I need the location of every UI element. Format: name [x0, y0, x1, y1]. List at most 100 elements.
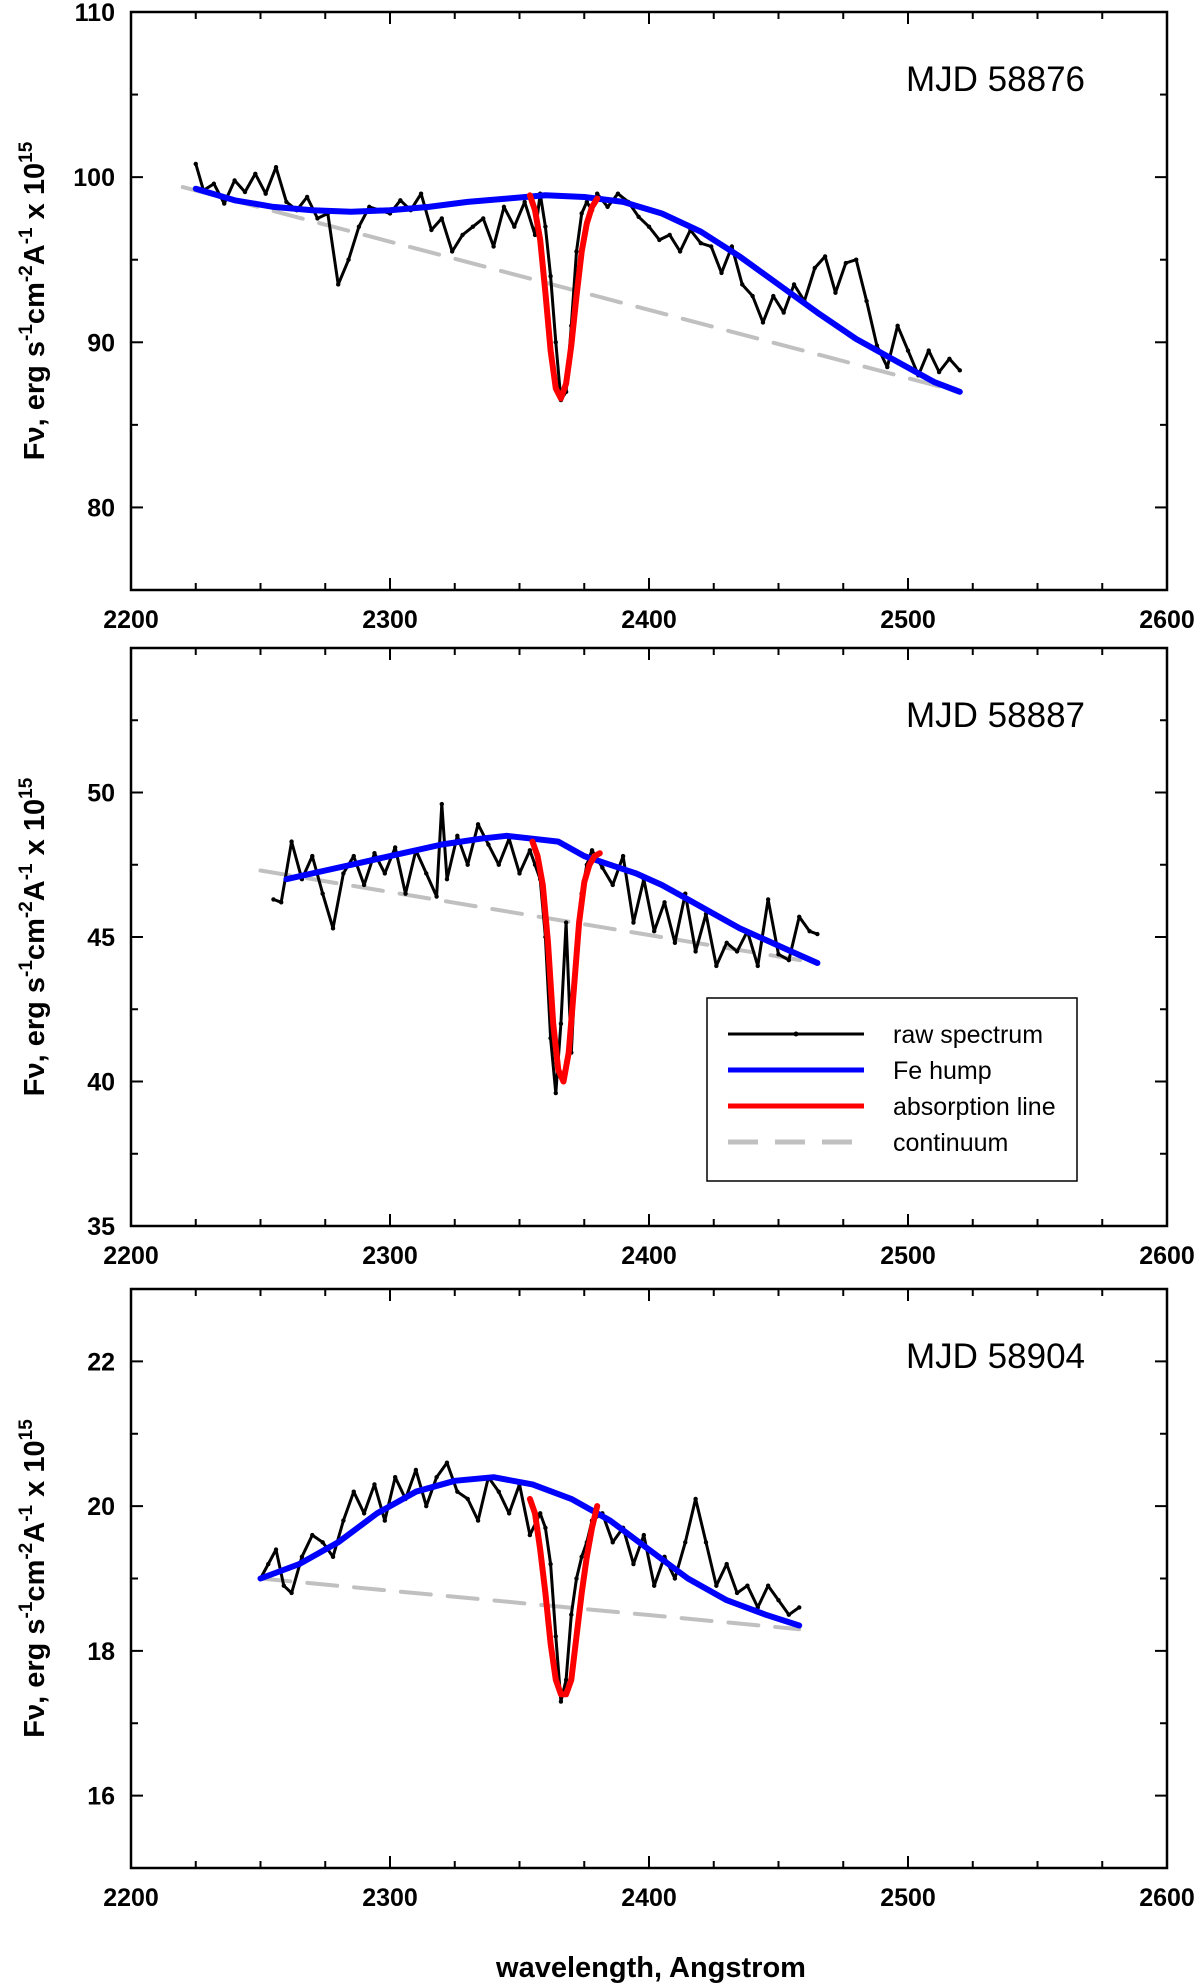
raw-spectrum-point [662, 900, 667, 905]
x-tick-label: 2600 [1139, 1242, 1195, 1270]
y-axis-title-part: , erg s [19, 341, 51, 426]
raw-spectrum-point [641, 1532, 647, 1538]
y-axis-title-part: , erg s [19, 977, 51, 1062]
raw-spectrum-point [600, 865, 605, 870]
raw-spectrum-point [527, 1532, 533, 1538]
raw-spectrum-point [481, 216, 486, 221]
raw-spectrum-point [651, 1583, 657, 1588]
raw-spectrum-point [563, 1677, 569, 1683]
raw-spectrum-point [527, 848, 533, 853]
raw-spectrum-point [553, 1634, 558, 1639]
y-axis-title-exponent: -1 [16, 960, 37, 977]
raw-spectrum-point [346, 257, 351, 262]
raw-spectrum-point [356, 224, 362, 229]
legend-box [706, 997, 1078, 1182]
raw-spectrum-point [543, 1525, 548, 1531]
x-tick-label: 2200 [103, 1884, 159, 1912]
raw-spectrum-point [755, 963, 760, 969]
raw-spectrum-point [330, 1554, 336, 1559]
raw-spectrum-point [776, 952, 781, 957]
y-tick-label: 50 [87, 780, 115, 808]
x-tick-label: 2300 [362, 1242, 418, 1270]
y-axis-title-exponent: 15 [16, 777, 37, 799]
raw-spectrum-point [936, 369, 942, 375]
raw-spectrum-point [361, 1511, 367, 1516]
y-axis-title-part: A [19, 1522, 51, 1543]
raw-spectrum-point [569, 1612, 574, 1617]
plot-frame [129, 646, 1169, 1228]
raw-spectrum-point [398, 198, 403, 203]
raw-spectrum-point [734, 949, 740, 954]
raw-spectrum-point [193, 161, 198, 167]
x-tick-label: 2400 [621, 606, 677, 634]
y-axis-title-exponent: -1 [16, 1504, 37, 1521]
raw-spectrum-point [455, 833, 460, 839]
raw-spectrum-point [750, 293, 755, 299]
raw-spectrum-point [553, 340, 558, 345]
raw-spectrum-point [822, 254, 828, 259]
raw-spectrum-point [740, 282, 745, 287]
raw-spectrum-point [631, 1561, 636, 1567]
raw-spectrum-point [812, 265, 817, 271]
y-axis-title-part: F [19, 1079, 51, 1097]
y-axis-title: Fν, erg s-1cm-2A-1 x 1015 [16, 141, 51, 460]
y-tick-label: 20 [87, 1493, 115, 1521]
y-tick-label: 80 [87, 494, 115, 522]
raw-spectrum-point [263, 191, 268, 196]
raw-spectrum-point [760, 320, 766, 325]
raw-spectrum-point [310, 1532, 315, 1538]
legend-label-raw: raw spectrum [893, 1021, 1043, 1049]
raw-spectrum-point [548, 274, 553, 279]
y-tick-label: 45 [87, 924, 115, 952]
raw-spectrum-point [424, 871, 429, 876]
raw-spectrum-point [589, 848, 595, 853]
raw-spectrum-point [211, 181, 217, 186]
raw-spectrum-point [336, 282, 341, 287]
raw-spectrum-point [657, 237, 662, 243]
raw-spectrum-point [714, 963, 719, 969]
raw-spectrum-point [815, 931, 820, 937]
raw-spectrum-point [693, 1496, 698, 1502]
raw-spectrum-point [382, 871, 388, 876]
raw-spectrum-point [418, 191, 424, 196]
y-axis-title: Fν, erg s-1cm-2A-1 x 1015 [16, 1419, 51, 1738]
raw-spectrum-point [351, 1489, 356, 1494]
raw-spectrum-point [543, 224, 548, 229]
absorption-line [526, 192, 601, 402]
continuum-line [180, 185, 962, 394]
raw-spectrum-point [351, 853, 356, 859]
raw-spectrum-point [273, 1547, 279, 1552]
legend-marker-abs [793, 1103, 799, 1109]
raw-spectrum-point [361, 882, 367, 888]
raw-spectrum-point [501, 204, 507, 210]
y-axis-title-part: A [19, 880, 51, 901]
panel-label: MJD 58904 [906, 1337, 1085, 1376]
raw-spectrum-point [439, 801, 444, 807]
x-tick-label: 2600 [1139, 1884, 1195, 1912]
y-axis-title-exponent: -2 [16, 1543, 37, 1560]
raw-spectrum-point [895, 323, 900, 328]
y-axis-title-part: x 10 [19, 799, 51, 864]
y-tick-label: 16 [87, 1783, 115, 1811]
raw-spectrum-point [631, 920, 636, 925]
y-axis-title-exponent: -2 [16, 265, 37, 282]
y-axis-title-part: ν [19, 426, 51, 442]
y-axis-title-exponent: 15 [16, 1419, 37, 1441]
legend-label-fe: Fe hump [893, 1057, 992, 1085]
fe-hump-line [283, 832, 821, 966]
y-axis-title-exponent: -1 [16, 227, 37, 244]
raw-spectrum-point [672, 1576, 678, 1581]
raw-spectrum-point [579, 1554, 584, 1559]
raw-spectrum-point [320, 1540, 325, 1545]
raw-spectrum-point [444, 1460, 450, 1465]
y-axis-title-part: cm [19, 282, 51, 324]
raw-spectrum-point [553, 1090, 558, 1096]
raw-spectrum-point [957, 368, 962, 373]
raw-spectrum-point [392, 845, 398, 850]
legend: raw spectrum Fe hump absorption line contin… [706, 997, 1078, 1182]
raw-spectrum-point [584, 199, 590, 205]
absorption-line [529, 838, 603, 1085]
raw-spectrum-point [605, 204, 610, 210]
raw-spectrum-point [486, 842, 491, 847]
raw-spectrum-point [698, 241, 703, 246]
